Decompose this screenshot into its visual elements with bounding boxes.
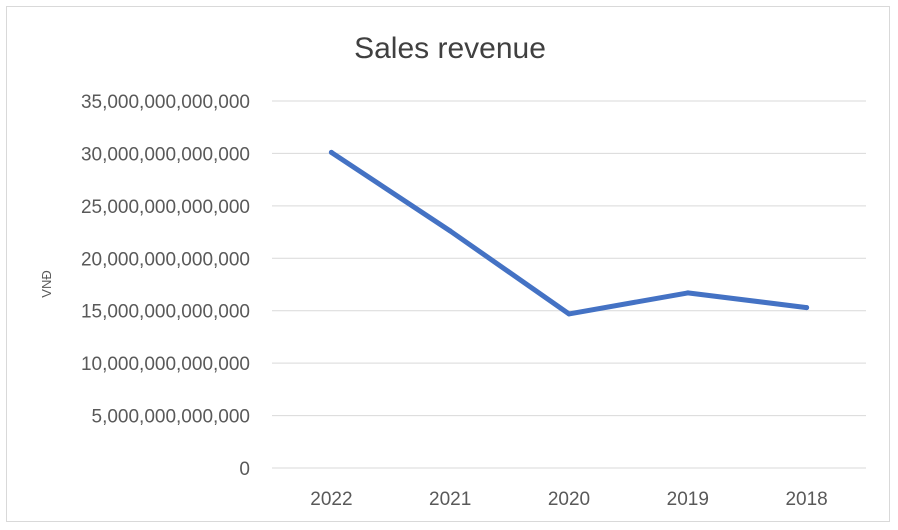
data-point [566, 311, 572, 317]
x-tick-label: 2022 [310, 489, 352, 510]
series-line [328, 149, 810, 317]
y-tick-label: 5,000,000,000,000 [92, 407, 251, 428]
y-tick-label: 25,000,000,000,000 [81, 197, 250, 218]
series-lines [328, 149, 810, 317]
y-tick-label: 20,000,000,000,000 [81, 249, 250, 270]
x-tick-label: 2018 [785, 489, 827, 510]
y-tick-labels: 0 5,000,000,000,000 10,000,000,000,000 15,0… [81, 92, 250, 480]
gridlines [272, 100, 866, 469]
x-tick-label: 2020 [548, 489, 590, 510]
data-point [447, 228, 453, 234]
data-point [804, 305, 810, 311]
y-tick-label: 30,000,000,000,000 [81, 144, 250, 165]
y-tick-label: 15,000,000,000,000 [81, 302, 250, 323]
y-tick-label: 0 [239, 459, 250, 480]
chart-title: Sales revenue [354, 32, 546, 65]
data-point [685, 290, 691, 296]
chart-frame [6, 6, 890, 522]
y-axis-label: VNĐ [39, 270, 54, 297]
y-tick-label: 35,000,000,000,000 [81, 92, 250, 113]
y-tick-label: 10,000,000,000,000 [81, 354, 250, 375]
data-point [328, 149, 334, 155]
x-tick-labels: 2022 2021 2020 2019 2018 [310, 489, 827, 510]
x-tick-label: 2019 [667, 489, 709, 510]
x-tick-label: 2021 [429, 489, 471, 510]
